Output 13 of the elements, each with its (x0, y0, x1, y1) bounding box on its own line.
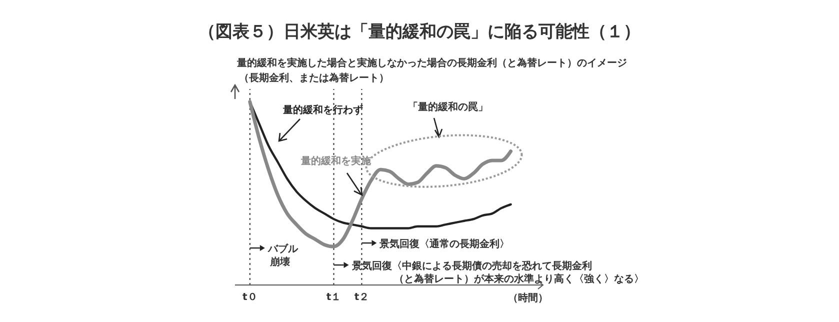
chart-title: （図表５）日米英は「量的緩和の罠」に陥る可能性（１） (198, 21, 642, 43)
ref-line-label: 景気回復〈中銀による長期債の売却を恐れて長期金利（と為替レート）が本来の水準より高く〈強く〉なる〉 (350, 260, 644, 285)
chart-subtitle: 量的緩和を実施した場合と実施しなかった場合の長期金利（と為替レート）のイメージ (237, 56, 627, 70)
x-tick-label: t０ (242, 292, 258, 304)
x-tick-label: t２ (354, 292, 370, 304)
ref-line-label: バブル崩壊 (266, 243, 299, 268)
text: 量的緩和を行わず (283, 104, 363, 117)
series-label: 量的緩和を実施 (301, 154, 371, 168)
ref-line-label: 景気回復〈通常の長期金利〉 (378, 238, 510, 250)
annotation: 「量的緩和の罠」 (408, 100, 488, 114)
x-tick-label: t１ (326, 292, 342, 304)
x-axis-title: （時間） (508, 292, 548, 305)
y-axis-title: （長期金利、または為替レート） (239, 72, 389, 85)
